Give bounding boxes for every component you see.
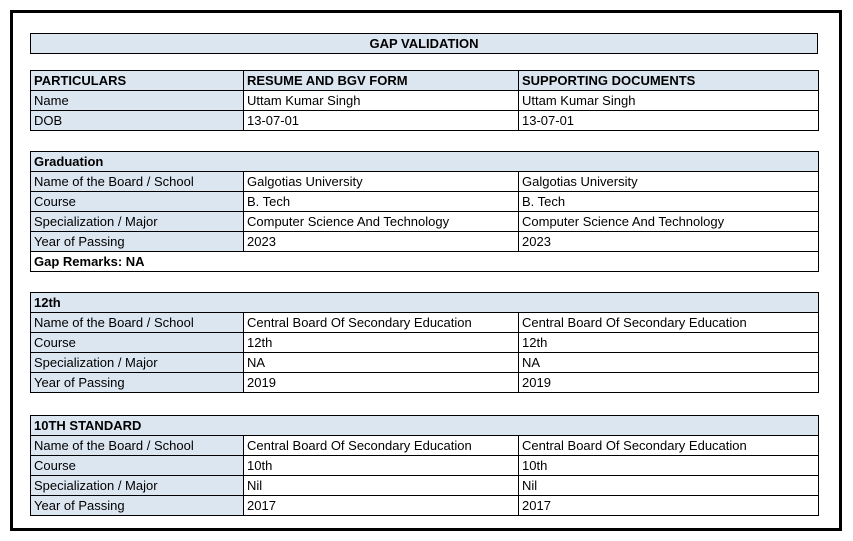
supporting-value: Uttam Kumar Singh: [518, 90, 819, 111]
particulars-header-row: PARTICULARS RESUME AND BGV FORM SUPPORTI…: [30, 70, 819, 91]
resume-value: Nil: [243, 475, 519, 496]
table-row-board: Name of the Board / School Galgotias Uni…: [30, 171, 820, 192]
twelfth-section-table: 12th Name of the Board / School Central …: [29, 292, 820, 393]
table-row-year: Year of Passing 2019 2019: [30, 372, 820, 393]
supporting-value: Galgotias University: [517, 171, 820, 192]
particulars-table: PARTICULARS RESUME AND BGV FORM SUPPORTI…: [30, 70, 819, 131]
gap-remarks-row: Gap Remarks: NA: [29, 251, 820, 272]
graduation-section-table: Graduation Name of the Board / School Ga…: [29, 151, 820, 272]
resume-value: Uttam Kumar Singh: [243, 90, 519, 111]
resume-value: 10th: [243, 455, 519, 476]
row-label: Year of Passing: [30, 231, 244, 252]
document-content: GAP VALIDATION PARTICULARS RESUME AND BG…: [13, 13, 839, 516]
row-label: DOB: [30, 110, 244, 131]
section-header-row: 10TH STANDARD: [29, 415, 820, 436]
table-row-specialization: Specialization / Major Computer Science …: [30, 211, 820, 232]
gap-remarks: Gap Remarks: NA: [29, 251, 820, 272]
supporting-value: Computer Science And Technology: [517, 211, 820, 232]
resume-value: B. Tech: [243, 191, 519, 212]
section-header-row: 12th: [29, 292, 820, 313]
supporting-value: B. Tech: [517, 191, 820, 212]
table-row-course: Course 12th 12th: [30, 332, 820, 353]
section-header-10th: 10TH STANDARD: [29, 415, 820, 436]
row-label: Name of the Board / School: [30, 435, 244, 456]
supporting-value: 2019: [517, 372, 820, 393]
supporting-value: NA: [517, 352, 820, 373]
table-row-course: Course B. Tech B. Tech: [30, 191, 820, 212]
resume-value: 2017: [243, 495, 519, 516]
table-row-dob: DOB 13-07-01 13-07-01: [30, 110, 819, 131]
tenth-section-table: 10TH STANDARD Name of the Board / School…: [29, 415, 820, 516]
resume-value: 2023: [243, 231, 519, 252]
table-row-board: Name of the Board / School Central Board…: [30, 435, 820, 456]
supporting-value: Nil: [517, 475, 820, 496]
row-label: Name of the Board / School: [30, 312, 244, 333]
supporting-value: 2023: [517, 231, 820, 252]
section-header-12th: 12th: [29, 292, 820, 313]
supporting-value: Central Board Of Secondary Education: [517, 435, 820, 456]
row-label: Year of Passing: [30, 372, 244, 393]
row-label: Name of the Board / School: [30, 171, 244, 192]
row-label: Specialization / Major: [30, 352, 244, 373]
row-label: Course: [30, 332, 244, 353]
row-label: Specialization / Major: [30, 475, 244, 496]
column-header-supporting: SUPPORTING DOCUMENTS: [518, 70, 819, 91]
document-title: GAP VALIDATION: [30, 33, 818, 54]
resume-value: 12th: [243, 332, 519, 353]
resume-value: Galgotias University: [243, 171, 519, 192]
resume-value: NA: [243, 352, 519, 373]
table-row-year: Year of Passing 2023 2023: [30, 231, 820, 252]
section-header-graduation: Graduation: [29, 151, 820, 172]
row-label: Specialization / Major: [30, 211, 244, 232]
table-row-specialization: Specialization / Major NA NA: [30, 352, 820, 373]
table-row-name: Name Uttam Kumar Singh Uttam Kumar Singh: [30, 90, 819, 111]
column-header-particulars: PARTICULARS: [30, 70, 244, 91]
resume-value: Central Board Of Secondary Education: [243, 435, 519, 456]
supporting-value: 10th: [517, 455, 820, 476]
row-label: Year of Passing: [30, 495, 244, 516]
resume-value: Computer Science And Technology: [243, 211, 519, 232]
table-row-course: Course 10th 10th: [30, 455, 820, 476]
document-frame: GAP VALIDATION PARTICULARS RESUME AND BG…: [10, 10, 842, 531]
supporting-value: Central Board Of Secondary Education: [517, 312, 820, 333]
section-header-row: Graduation: [29, 151, 820, 172]
resume-value: 2019: [243, 372, 519, 393]
resume-value: 13-07-01: [243, 110, 519, 131]
column-header-resume: RESUME AND BGV FORM: [243, 70, 519, 91]
row-label: Course: [30, 455, 244, 476]
table-row-year: Year of Passing 2017 2017: [30, 495, 820, 516]
row-label: Course: [30, 191, 244, 212]
row-label: Name: [30, 90, 244, 111]
supporting-value: 2017: [517, 495, 820, 516]
resume-value: Central Board Of Secondary Education: [243, 312, 519, 333]
table-row-specialization: Specialization / Major Nil Nil: [30, 475, 820, 496]
supporting-value: 12th: [517, 332, 820, 353]
table-row-board: Name of the Board / School Central Board…: [30, 312, 820, 333]
supporting-value: 13-07-01: [518, 110, 819, 131]
